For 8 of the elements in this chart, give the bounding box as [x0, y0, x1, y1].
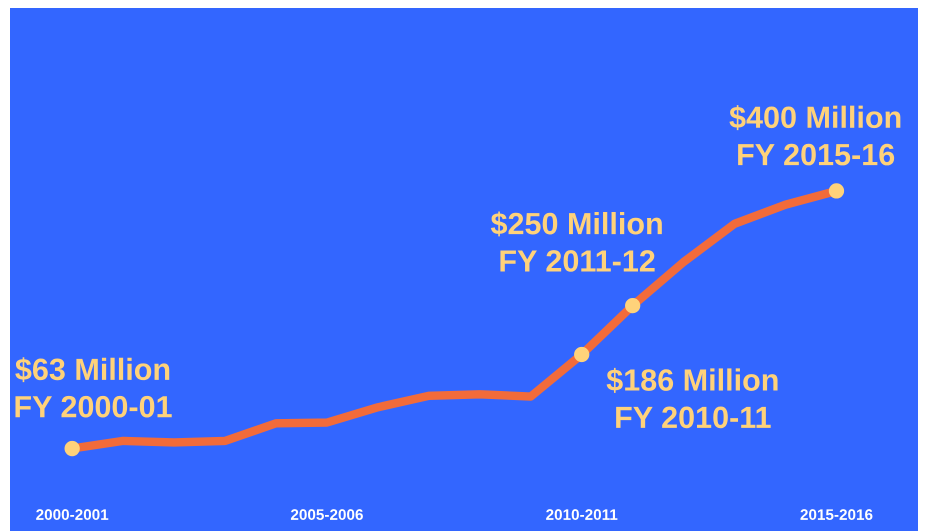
- data-label: $250 Million FY 2011-12: [490, 211, 662, 272]
- x-tick-label: 2010-2011: [546, 509, 618, 520]
- data-label: $400 Million FY 2015-16: [729, 105, 900, 166]
- x-tick-label: 2000-2001: [36, 509, 108, 520]
- data-label: $186 Million FY 2010-11: [606, 368, 778, 428]
- x-tick-label: 2005-2006: [290, 509, 363, 520]
- data-label: $63 Million FY 2000-01: [15, 357, 172, 418]
- x-tick-label: 2015-2016: [800, 509, 872, 520]
